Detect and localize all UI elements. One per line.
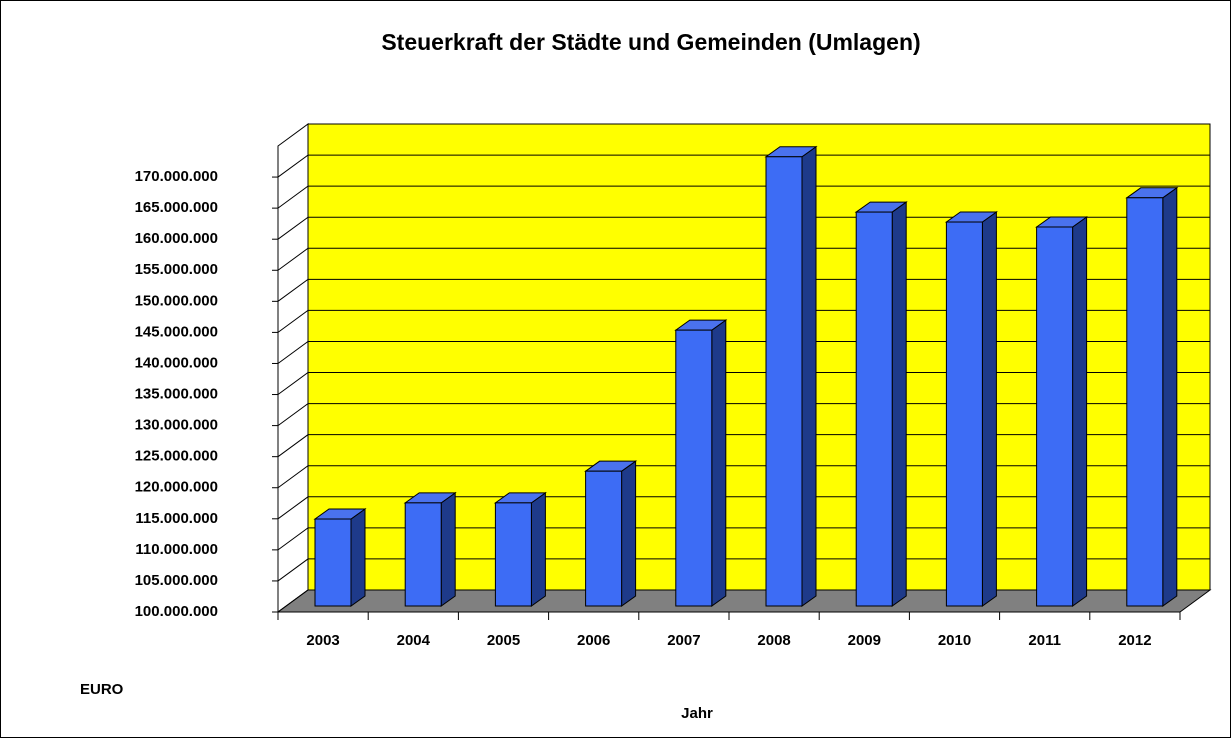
bar-side (1162, 186, 1178, 607)
bar-front (314, 518, 352, 607)
y-tick-label: 150.000.000 (135, 292, 218, 309)
grid-line (277, 372, 1210, 395)
grid-line (277, 216, 1210, 240)
y-tick-label: 120.000.000 (135, 479, 218, 496)
x-tick-label: 2007 (667, 632, 700, 649)
bar-front (1126, 197, 1164, 607)
x-tick-label: 2006 (577, 632, 610, 649)
x-tick-label: 2005 (487, 632, 520, 649)
y-tick-label: 160.000.000 (135, 230, 218, 247)
chart-title: Steuerkraft der Städte und Gemeinden (Um… (381, 29, 920, 55)
y-tick-label: 165.000.000 (135, 199, 218, 216)
bar-side (530, 491, 546, 607)
x-tick-label: 2011 (1028, 632, 1061, 649)
bar (1125, 186, 1179, 607)
bar-front (494, 502, 532, 607)
bar-front (404, 502, 442, 607)
bar (764, 145, 818, 607)
bar-front (585, 470, 623, 607)
y-tick-label: 110.000.000 (135, 541, 218, 558)
y-tick-label: 170.000.000 (135, 168, 218, 185)
grid-line (277, 309, 1210, 333)
x-tick-label: 2010 (938, 632, 971, 649)
y-axis-label: EURO (80, 681, 124, 698)
bar (493, 491, 547, 607)
grid-line (277, 340, 1210, 364)
grid-line (277, 558, 1210, 582)
y-tick-label: 125.000.000 (135, 448, 218, 465)
grid-line (277, 403, 1210, 427)
bar-side (440, 491, 456, 607)
bar-side (891, 201, 907, 607)
grid-line (277, 465, 1210, 489)
x-tick-label: 2003 (306, 632, 339, 649)
y-tick-label: 105.000.000 (135, 572, 218, 589)
x-axis-label: Jahr (681, 705, 713, 722)
y-tick-label: 115.000.000 (135, 510, 218, 527)
bar (674, 319, 728, 607)
bar (854, 201, 908, 607)
bar (403, 491, 457, 607)
bar (584, 460, 638, 607)
bar-front (1036, 226, 1074, 607)
grid-line (277, 589, 1210, 613)
y-tick-label: 130.000.000 (135, 417, 218, 434)
bar-side (1072, 216, 1088, 607)
bar-side (350, 508, 366, 607)
grid-line (277, 434, 1210, 458)
bar-side (801, 145, 817, 607)
y-tick-label: 155.000.000 (135, 261, 218, 278)
x-tick-label: 2004 (397, 632, 431, 649)
grid-line (277, 278, 1210, 302)
grid-line (277, 185, 1210, 209)
grid-line (277, 496, 1210, 520)
bar (944, 211, 998, 607)
x-tick-label: 2009 (848, 632, 881, 649)
grid-line (277, 247, 1210, 271)
y-tick-label: 135.000.000 (135, 386, 218, 403)
bar (313, 508, 367, 607)
bar-front (675, 329, 713, 607)
bar-side (711, 319, 727, 607)
y-tick-label: 100.000.000 (135, 603, 218, 620)
y-tick-label: 145.000.000 (135, 323, 218, 340)
bar-front (765, 156, 803, 607)
x-tick-label: 2008 (757, 632, 790, 649)
y-tick-label: 140.000.000 (135, 354, 218, 371)
bar-front (945, 221, 983, 607)
grid-line (277, 527, 1210, 551)
x-tick-label: 2012 (1118, 632, 1151, 649)
bar (1035, 216, 1089, 607)
bar-side (621, 460, 637, 607)
bar-side (981, 211, 997, 607)
grid-line (277, 154, 1210, 178)
bar-front (855, 211, 893, 607)
